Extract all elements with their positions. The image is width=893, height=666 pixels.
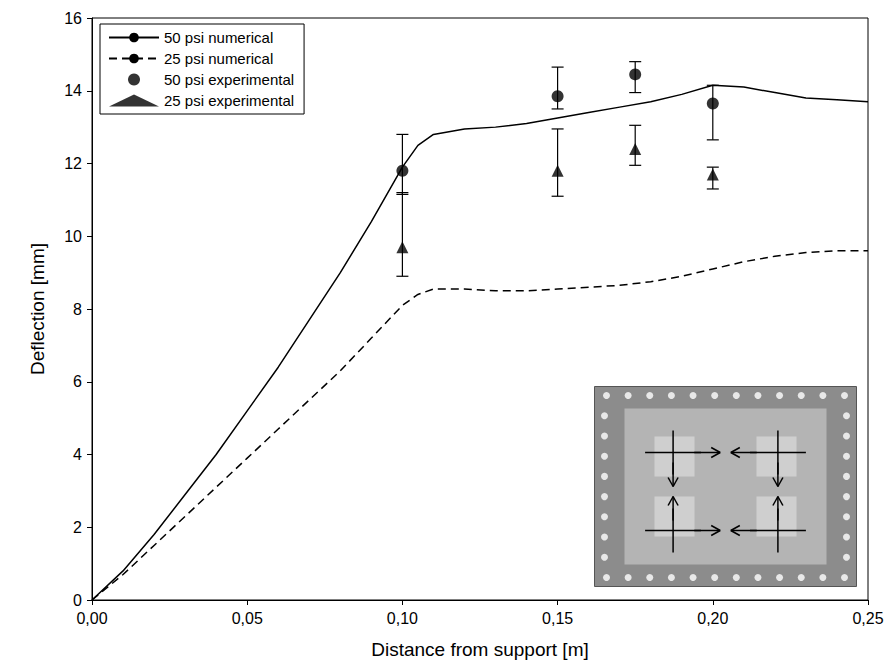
- svg-text:0,20: 0,20: [697, 610, 728, 627]
- svg-text:50 psi experimental: 50 psi experimental: [164, 71, 294, 88]
- svg-text:Deflection [mm]: Deflection [mm]: [27, 243, 48, 375]
- svg-text:10: 10: [64, 228, 82, 245]
- svg-text:2: 2: [73, 519, 82, 536]
- svg-text:8: 8: [73, 301, 82, 318]
- svg-text:0: 0: [73, 592, 82, 609]
- svg-text:25 psi numerical: 25 psi numerical: [164, 50, 273, 67]
- svg-text:6: 6: [73, 373, 82, 390]
- svg-text:0,10: 0,10: [387, 610, 418, 627]
- svg-text:25 psi experimental: 25 psi experimental: [164, 92, 294, 109]
- svg-text:0,05: 0,05: [232, 610, 263, 627]
- svg-text:0,25: 0,25: [852, 610, 883, 627]
- svg-text:4: 4: [73, 446, 82, 463]
- svg-text:14: 14: [64, 82, 82, 99]
- svg-text:0,15: 0,15: [542, 610, 573, 627]
- svg-text:12: 12: [64, 155, 82, 172]
- svg-text:0,00: 0,00: [76, 610, 107, 627]
- svg-text:Distance from support [m]: Distance from support [m]: [371, 639, 589, 660]
- svg-text:16: 16: [64, 10, 82, 27]
- svg-text:50 psi numerical: 50 psi numerical: [164, 29, 273, 46]
